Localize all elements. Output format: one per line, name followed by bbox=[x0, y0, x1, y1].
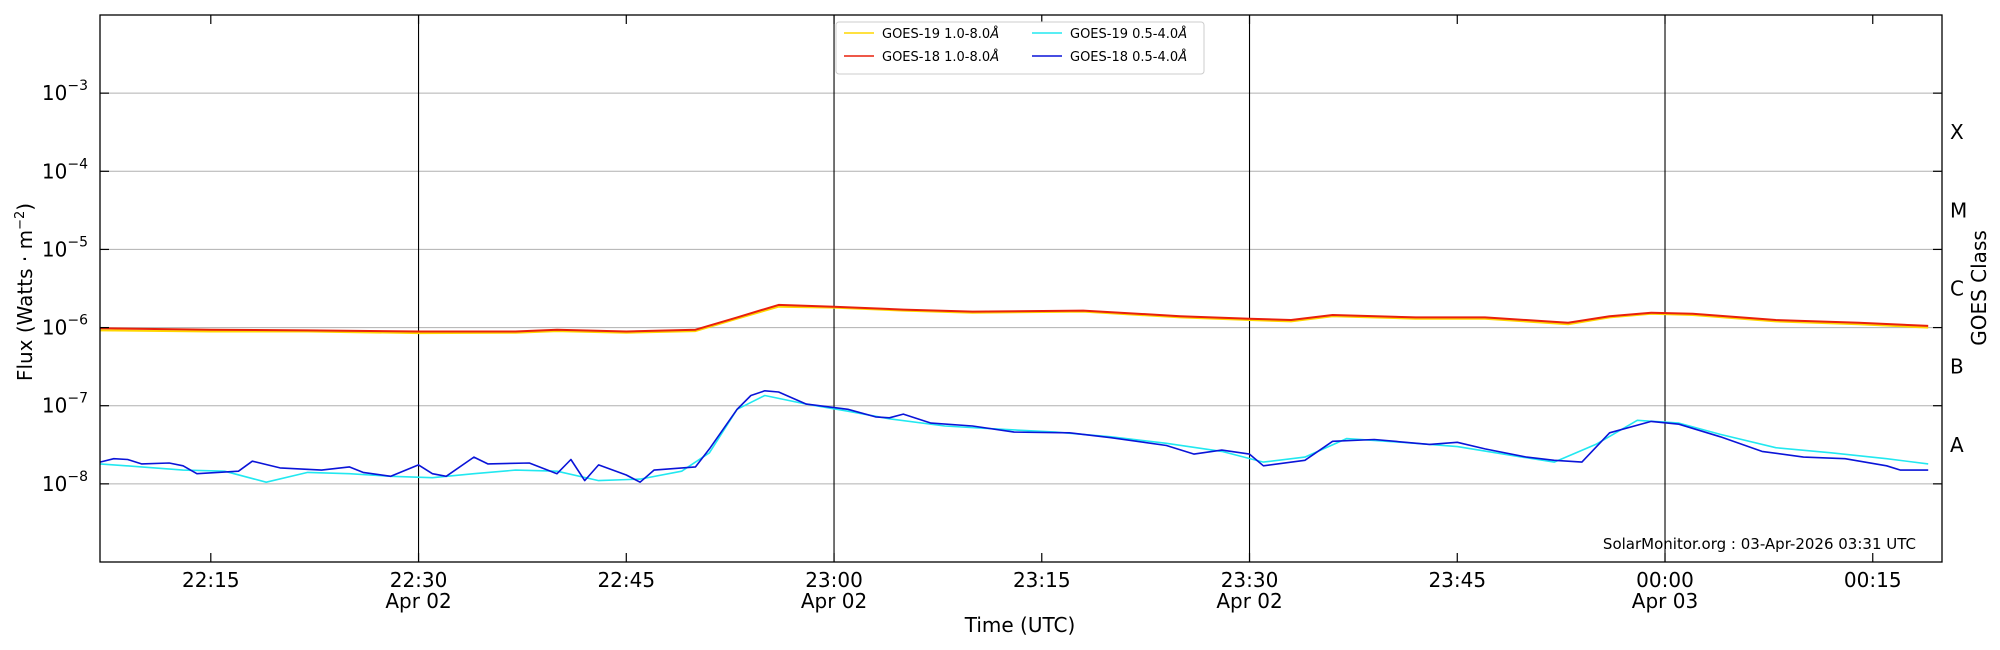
grid-layer bbox=[100, 92, 1942, 485]
legend-entry: GOES-18 1.0-8.0Å bbox=[882, 49, 999, 65]
x-tick-label: 23:30 bbox=[1221, 568, 1279, 592]
legend-entry: GOES-19 0.5-4.0Å bbox=[1070, 26, 1187, 42]
goes-class-label: M bbox=[1950, 198, 1967, 222]
day-separator-lines bbox=[417, 15, 1666, 562]
goes-class-label: C bbox=[1950, 277, 1964, 301]
y-tick-label: 10−8 bbox=[42, 469, 88, 496]
goes-class-axis-title: GOES Class bbox=[1967, 230, 1991, 346]
y-tick-label: 10−5 bbox=[42, 234, 88, 261]
x-tick-label: 00:00 bbox=[1636, 568, 1694, 592]
x-tick-label: 22:45 bbox=[597, 568, 655, 592]
y-tick-label: 10−4 bbox=[42, 156, 88, 183]
goes-class-label: B bbox=[1950, 355, 1964, 379]
legend-entry: GOES-18 0.5-4.0Å bbox=[1070, 49, 1187, 65]
x-tick-label: 23:15 bbox=[1013, 568, 1071, 592]
credit-text: SolarMonitor.org : 03-Apr-2026 03:31 UTC bbox=[1603, 535, 1916, 553]
plot-frame bbox=[99, 14, 1943, 563]
x-tick-label: 23:45 bbox=[1428, 568, 1486, 592]
y-tick-label: 10−7 bbox=[42, 391, 88, 418]
x-tick-label: 00:15 bbox=[1844, 568, 1902, 592]
y-tick-label: 10−6 bbox=[42, 313, 88, 340]
series-line-goes-19-0-5-4-0 bbox=[99, 394, 1929, 483]
y-axis-ticks: 10−8 10−7 10−6 10−5 10−4 10−3 bbox=[42, 78, 1942, 496]
legend-box bbox=[835, 21, 1205, 75]
x-tick-date-label: Apr 02 bbox=[1216, 589, 1282, 613]
legend-entry: GOES-19 1.0-8.0Å bbox=[882, 26, 999, 42]
goes-class-labels: A B C M X bbox=[1950, 120, 1967, 457]
x-tick-label: 23:00 bbox=[805, 568, 863, 592]
legend: GOES-19 1.0-8.0Å GOES-18 1.0-8.0Å GOES-19 … bbox=[835, 21, 1205, 75]
goes-class-label: A bbox=[1950, 433, 1964, 457]
series-line-goes-18-0-5-4-0 bbox=[99, 390, 1929, 483]
x-tick-date-label: Apr 02 bbox=[385, 589, 451, 613]
y-tick-label: 10−3 bbox=[42, 78, 88, 105]
x-tick-label: 22:15 bbox=[182, 568, 240, 592]
y-axis-title: Flux (Watts · m−2) bbox=[13, 203, 37, 381]
x-tick-label: 22:30 bbox=[390, 568, 448, 592]
series-line-goes-18-1-0-8-0 bbox=[99, 303, 1929, 333]
x-tick-date-label: Apr 03 bbox=[1632, 589, 1698, 613]
x-axis-title: Time (UTC) bbox=[964, 613, 1076, 637]
series-layer bbox=[99, 303, 1929, 483]
goes-class-label: X bbox=[1950, 120, 1964, 144]
x-tick-date-label: Apr 02 bbox=[801, 589, 867, 613]
